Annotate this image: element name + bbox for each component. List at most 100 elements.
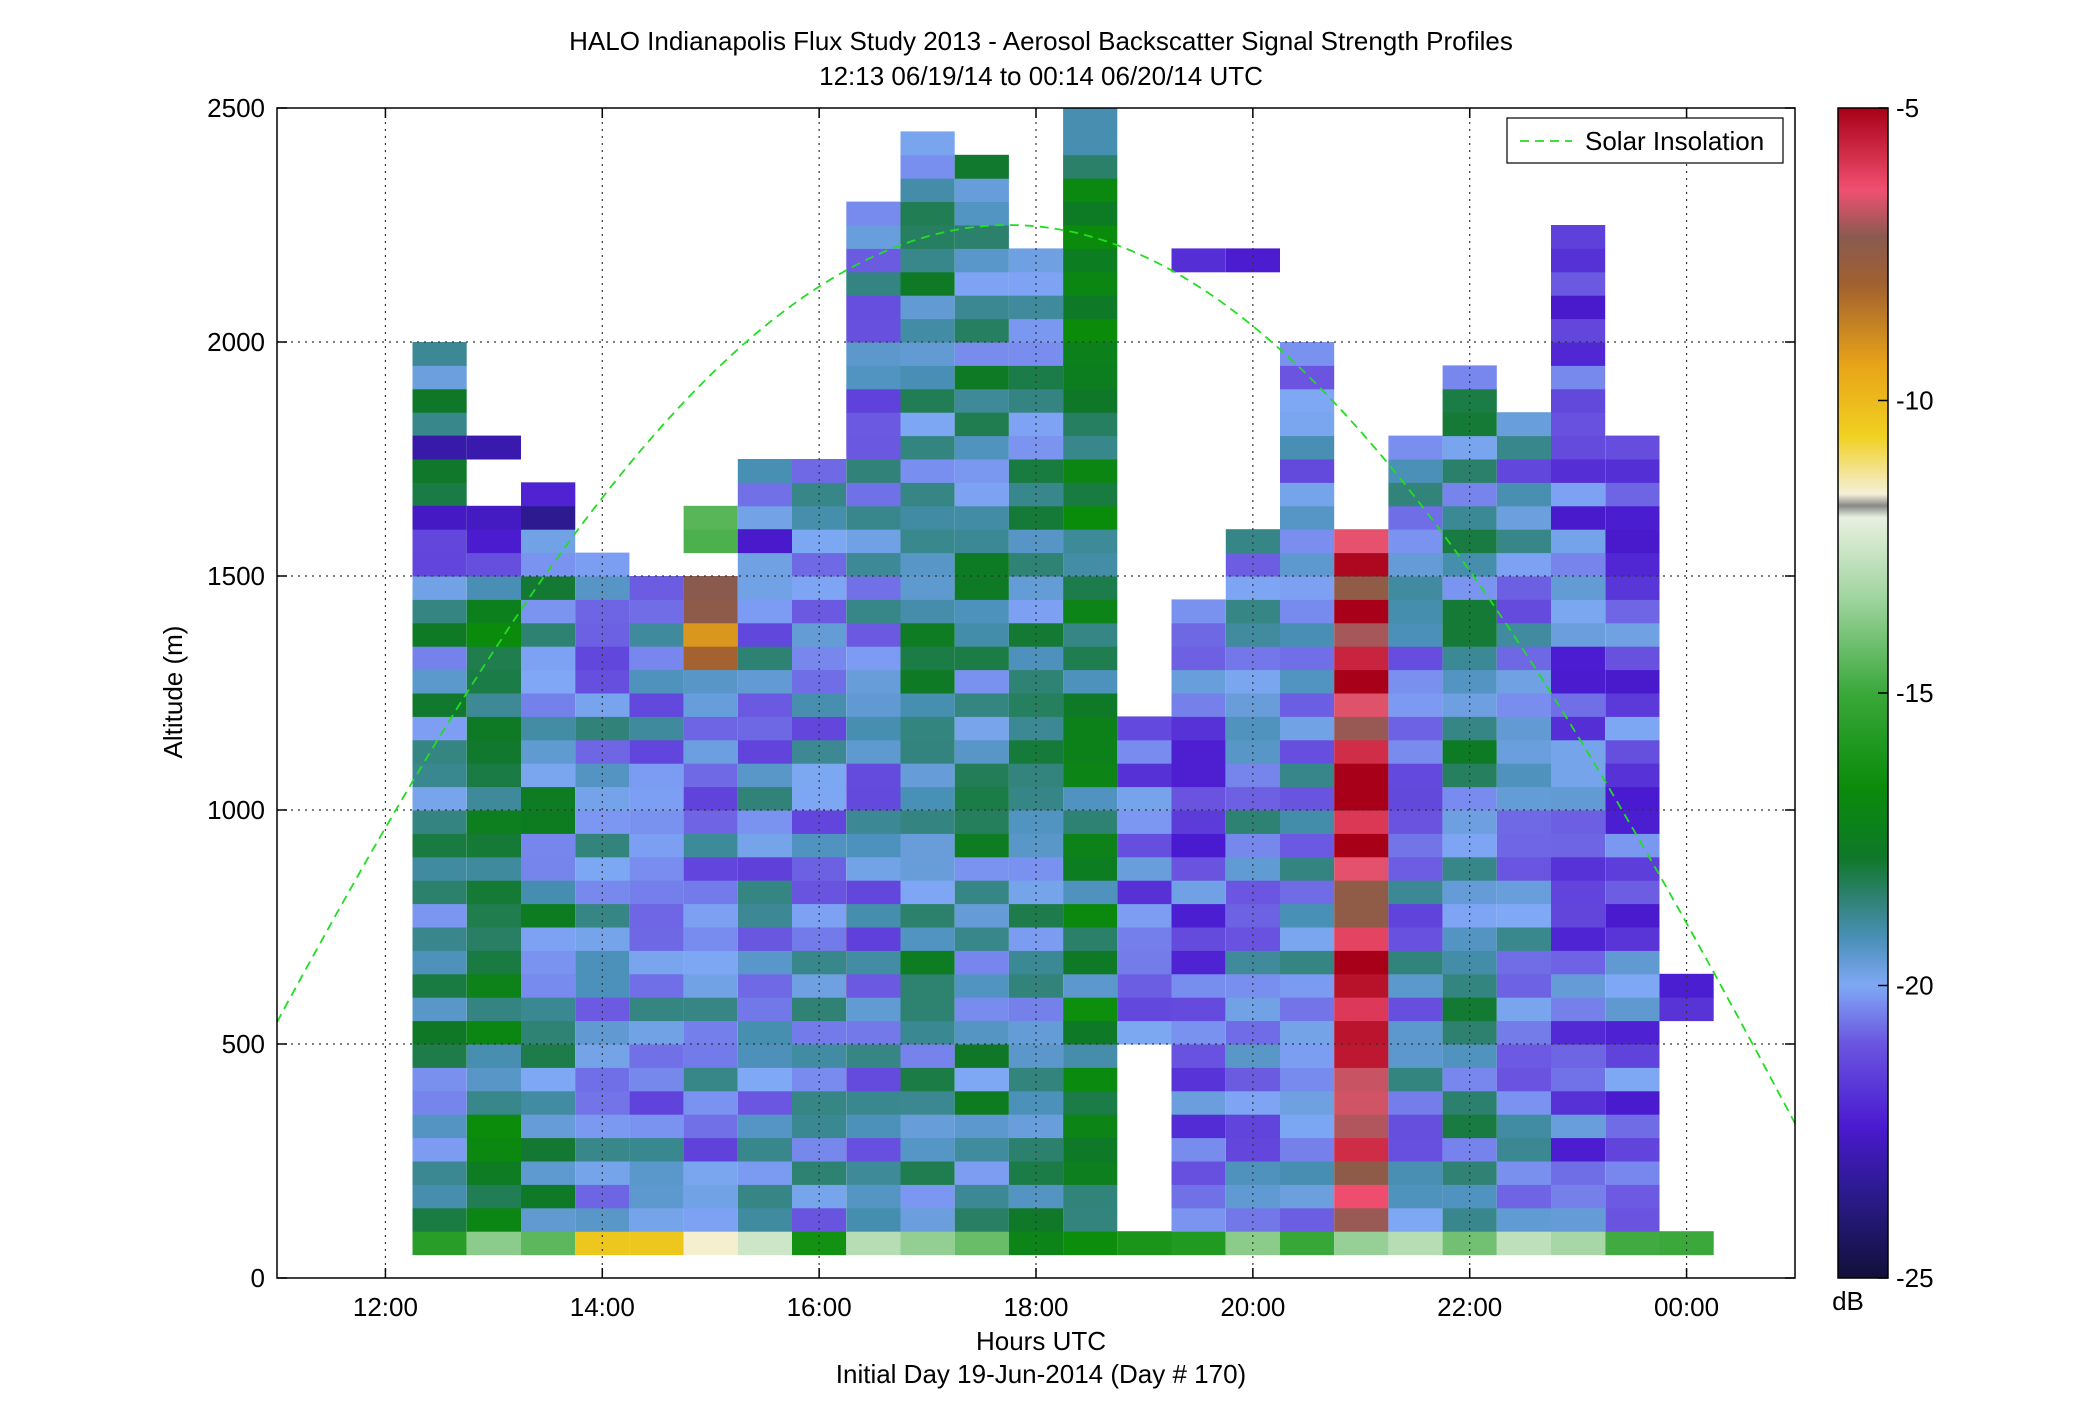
heatmap-cell <box>466 435 521 460</box>
heatmap-cell <box>954 1067 1009 1092</box>
heatmap-cell <box>737 903 792 928</box>
heatmap-cell <box>412 1184 467 1209</box>
heatmap-cell <box>954 1184 1009 1209</box>
heatmap-cell <box>1496 716 1551 741</box>
heatmap-cell <box>575 1067 630 1092</box>
heatmap-cell <box>629 1090 684 1115</box>
heatmap-cell <box>1280 622 1335 647</box>
heatmap-cell <box>1551 1044 1606 1068</box>
heatmap-cell <box>521 1044 576 1068</box>
heatmap-cell <box>900 810 955 834</box>
heatmap-cell <box>792 576 847 600</box>
y-tick-label: 2000 <box>207 327 265 357</box>
heatmap-cell <box>1605 856 1660 881</box>
heatmap-cell <box>846 693 901 717</box>
heatmap-cell <box>1063 1137 1118 1162</box>
heatmap-cell <box>1063 1020 1118 1045</box>
heatmap-cell <box>1280 1207 1335 1232</box>
heatmap-cell <box>1496 482 1551 507</box>
heatmap-cell <box>1442 599 1497 624</box>
heatmap-cell <box>846 599 901 624</box>
heatmap-cell <box>1171 1184 1226 1209</box>
heatmap-cell <box>737 1020 792 1045</box>
grid-lines <box>277 108 1795 1278</box>
heatmap-cell <box>575 927 630 951</box>
heatmap-cell <box>575 1137 630 1162</box>
heatmap-cell <box>1063 599 1118 624</box>
heatmap-cell <box>412 1137 467 1162</box>
heatmap-cell <box>737 693 792 717</box>
heatmap-cell <box>846 927 901 951</box>
heatmap-cell <box>1334 1114 1389 1139</box>
heatmap-cell <box>954 459 1009 483</box>
heatmap-cell <box>521 1137 576 1162</box>
heatmap-cell <box>575 576 630 600</box>
heatmap-cell <box>412 973 467 998</box>
heatmap-cell <box>1388 459 1443 483</box>
heatmap-cell <box>412 1207 467 1232</box>
heatmap-cell <box>521 482 576 507</box>
heatmap-cell <box>1551 435 1606 460</box>
heatmap-cell <box>1551 833 1606 858</box>
heatmap-cell <box>1442 1184 1497 1209</box>
heatmap-cell <box>1225 1137 1280 1162</box>
heatmap-cell <box>737 1161 792 1185</box>
heatmap-cell <box>954 1020 1009 1045</box>
heatmap-cell <box>954 599 1009 624</box>
heatmap-cell <box>1496 459 1551 483</box>
heatmap-cell <box>466 997 521 1022</box>
heatmap-cell <box>1171 903 1226 928</box>
heatmap-cell <box>1334 833 1389 858</box>
heatmap-cell <box>1334 693 1389 717</box>
heatmap-cell <box>1008 997 1064 1022</box>
heatmap-cell <box>1551 950 1606 975</box>
heatmap-cell <box>954 412 1009 437</box>
heatmap-cell <box>466 693 521 717</box>
heatmap-cell <box>1171 1020 1226 1045</box>
heatmap-cell <box>521 599 576 624</box>
heatmap-cell <box>1388 1044 1443 1068</box>
heatmap-cell <box>1171 1044 1226 1068</box>
heatmap-cell <box>629 1067 684 1092</box>
heatmap-cell <box>1008 435 1064 460</box>
heatmap-cell <box>1280 1231 1335 1256</box>
heatmap-cell <box>954 973 1009 998</box>
heatmap-cell <box>1171 833 1226 858</box>
heatmap-cell <box>737 646 792 671</box>
heatmap-cell <box>792 599 847 624</box>
heatmap-cell <box>1496 1114 1551 1139</box>
heatmap-cell <box>1551 552 1606 577</box>
heatmap-cell <box>1008 388 1064 413</box>
heatmap-cell <box>1225 810 1280 834</box>
heatmap-cell <box>737 739 792 764</box>
colorbar-ticks: -5 -10 -15 -20 -25 <box>1878 93 1934 1293</box>
heatmap-cell <box>683 856 738 881</box>
heatmap-cell <box>1063 342 1118 366</box>
heatmap-cell <box>1388 903 1443 928</box>
heatmap-cell <box>1225 997 1280 1022</box>
heatmap-cell <box>1496 833 1551 858</box>
heatmap-cell <box>1388 435 1443 460</box>
heatmap-cell <box>521 529 576 554</box>
heatmap-cell <box>1551 622 1606 647</box>
heatmap-cell <box>792 763 847 788</box>
heatmap-cell <box>1496 880 1551 905</box>
heatmap-cell <box>521 1067 576 1092</box>
heatmap-cell <box>521 950 576 975</box>
heatmap-cell <box>1551 856 1606 881</box>
heatmap-cell <box>900 1137 955 1162</box>
heatmap-cell <box>1008 248 1064 273</box>
heatmap-cell <box>846 786 901 811</box>
heatmap-cell <box>412 459 467 483</box>
heatmap-cell <box>1008 529 1064 554</box>
heatmap-cell <box>1605 739 1660 764</box>
heatmap-cell <box>466 880 521 905</box>
heatmap-cell <box>1063 810 1118 834</box>
heatmap-cell <box>954 997 1009 1022</box>
heatmap-cell <box>1280 412 1335 437</box>
heatmap-cell <box>683 646 738 671</box>
heatmap-cell <box>1171 810 1226 834</box>
heatmap-cell <box>954 225 1009 249</box>
heatmap-cell <box>412 412 467 437</box>
x-tick-label: 18:00 <box>1003 1292 1068 1322</box>
